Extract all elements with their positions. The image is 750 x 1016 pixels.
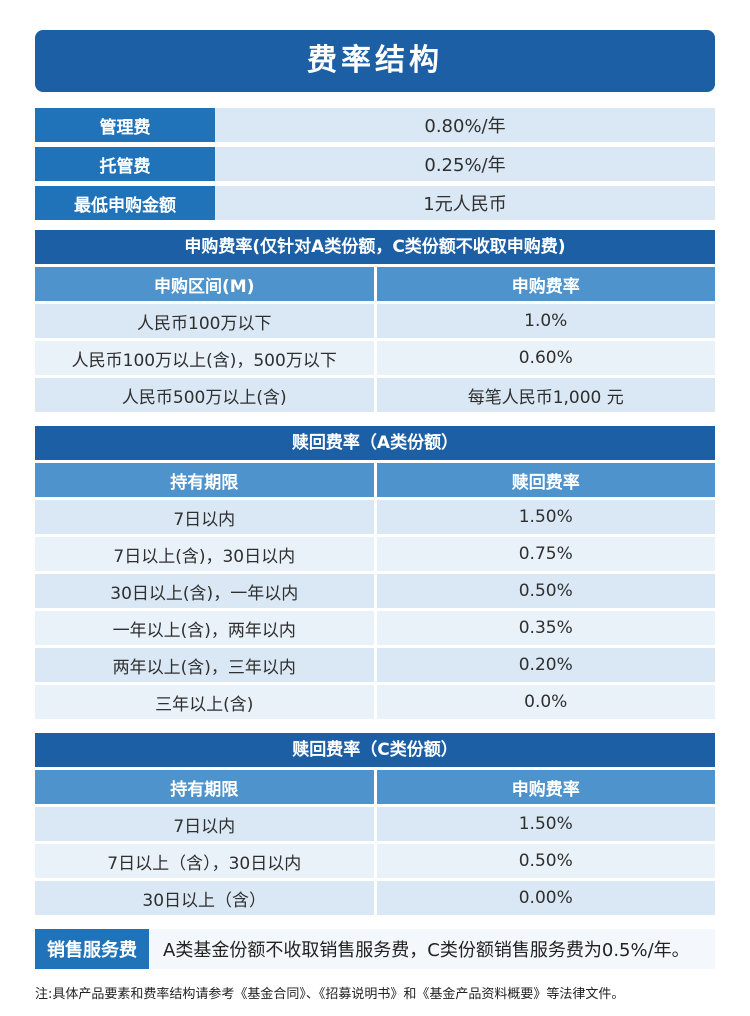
subscription-section-header: 申购费率(仅针对A类份额，C类份额不收取申购费)	[35, 230, 715, 264]
page-title: 费率结构	[35, 30, 715, 92]
table-cell: 1.0%	[376, 304, 715, 338]
table-cell: 0.75%	[376, 537, 715, 571]
basic-fee-row: 管理费 0.80%/年	[35, 108, 715, 142]
basic-fees-block: 管理费 0.80%/年 托管费 0.25%/年 最低申购金额 1元人民币	[35, 108, 715, 220]
column-header: 申购费率	[376, 770, 715, 804]
service-fee-label: 销售服务费	[35, 929, 149, 969]
table-cell: 7日以上（含），30日以内	[35, 844, 374, 878]
table-cell: 人民币100万以下	[35, 304, 374, 338]
footnote: 注:具体产品要素和费率结构请参考《基金合同》、《招募说明书》和《基金产品资料概要…	[35, 987, 625, 1002]
table-cell: 30日以上(含)，一年以内	[35, 574, 374, 608]
table-cell: 7日以上(含)，30日以内	[35, 537, 374, 571]
redemption-c-table: 持有期限 申购费率 7日以内 1.50% 7日以上（含），30日以内 0.50%…	[35, 770, 715, 915]
table-cell: 人民币100万以上(含)，500万以下	[35, 341, 374, 375]
subscription-table: 申购区间(M) 申购费率 人民币100万以下 1.0% 人民币100万以上(含)…	[35, 267, 715, 412]
service-fee-bar: 销售服务费 A类基金份额不收取销售服务费，C类份额销售服务费为0.5%/年。	[35, 929, 715, 969]
redemption-a-section: 赎回费率（A类份额） 持有期限 赎回费率 7日以内 1.50% 7日以上(含)，…	[35, 426, 715, 719]
table-cell: 7日以内	[35, 500, 374, 534]
subscription-fee-section: 申购费率(仅针对A类份额，C类份额不收取申购费) 申购区间(M) 申购费率 人民…	[35, 230, 715, 412]
table-cell: 人民币500万以上(含)	[35, 378, 374, 412]
table-cell: 0.20%	[376, 648, 715, 682]
custody-fee-label: 托管费	[35, 147, 215, 181]
table-cell: 0.00%	[376, 881, 715, 915]
table-cell: 0.35%	[376, 611, 715, 645]
table-cell: 0.50%	[376, 574, 715, 608]
min-subscription-value: 1元人民币	[215, 186, 715, 220]
column-header: 持有期限	[35, 463, 374, 497]
basic-fee-row: 托管费 0.25%/年	[35, 147, 715, 181]
table-cell: 一年以上(含)，两年以内	[35, 611, 374, 645]
column-header: 赎回费率	[376, 463, 715, 497]
column-header: 持有期限	[35, 770, 374, 804]
table-cell: 0.60%	[376, 341, 715, 375]
management-fee-label: 管理费	[35, 108, 215, 142]
table-cell: 1.50%	[376, 807, 715, 841]
redemption-a-table: 持有期限 赎回费率 7日以内 1.50% 7日以上(含)，30日以内 0.75%…	[35, 463, 715, 719]
table-cell: 三年以上(含)	[35, 685, 374, 719]
table-cell: 两年以上(含)，三年以内	[35, 648, 374, 682]
management-fee-value: 0.80%/年	[215, 108, 715, 142]
min-subscription-label: 最低申购金额	[35, 186, 215, 220]
redemption-c-section-header: 赎回费率（C类份额）	[35, 733, 715, 767]
basic-fee-row: 最低申购金额 1元人民币	[35, 186, 715, 220]
table-cell: 0.50%	[376, 844, 715, 878]
service-fee-text: A类基金份额不收取销售服务费，C类份额销售服务费为0.5%/年。	[149, 929, 715, 969]
table-cell: 30日以上（含）	[35, 881, 374, 915]
redemption-a-section-header: 赎回费率（A类份额）	[35, 426, 715, 460]
table-cell: 1.50%	[376, 500, 715, 534]
table-cell: 0.0%	[376, 685, 715, 719]
custody-fee-value: 0.25%/年	[215, 147, 715, 181]
column-header: 申购费率	[376, 267, 715, 301]
table-cell: 7日以内	[35, 807, 374, 841]
column-header: 申购区间(M)	[35, 267, 374, 301]
redemption-c-section: 赎回费率（C类份额） 持有期限 申购费率 7日以内 1.50% 7日以上（含），…	[35, 733, 715, 915]
table-cell: 每笔人民币1,000 元	[376, 378, 715, 412]
